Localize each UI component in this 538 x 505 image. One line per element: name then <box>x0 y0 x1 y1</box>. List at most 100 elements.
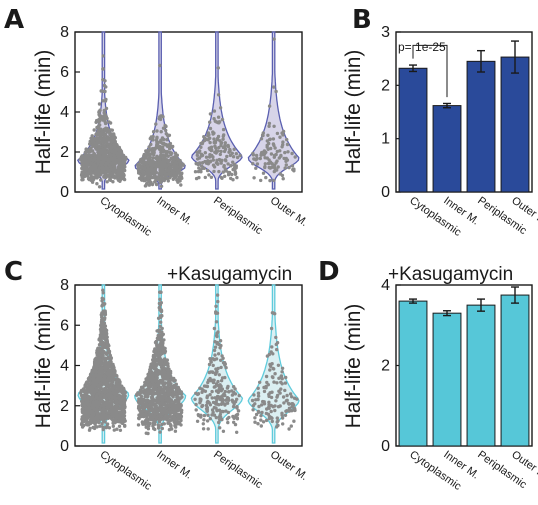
chart-a-point <box>171 144 175 149</box>
chart-c-point <box>264 386 268 390</box>
y-axis-title-b: Half-life (min) <box>342 50 365 175</box>
chart-a-point <box>106 157 111 161</box>
chart-c-point <box>85 389 89 393</box>
chart-c-point <box>215 398 219 402</box>
chart-d-bar <box>432 312 462 447</box>
chart-c-point <box>177 388 181 392</box>
chart-a-point <box>219 141 224 145</box>
chart-c-point <box>206 413 210 417</box>
chart-b-bar <box>398 67 428 193</box>
chart-a-point <box>138 176 142 180</box>
chart-c-point <box>200 403 205 408</box>
chart-a-point <box>159 184 164 188</box>
chart-c-point <box>284 409 288 413</box>
chart-a-point <box>204 137 208 142</box>
chart-c-point <box>207 401 211 405</box>
chart-a-point <box>281 140 285 144</box>
chart-a-point <box>164 172 169 176</box>
chart-a-point <box>272 85 276 89</box>
chart-a-point <box>141 161 146 165</box>
chart-c-point <box>236 409 241 413</box>
chart-a-point <box>254 153 259 158</box>
chart-c-point <box>83 383 88 388</box>
chart-c-point <box>270 375 275 379</box>
chart-c-point <box>92 370 96 374</box>
chart-c-point <box>200 387 204 391</box>
chart-c-point <box>87 403 91 407</box>
chart-a-point <box>105 180 109 184</box>
chart-a-point <box>100 129 105 133</box>
chart-c-point <box>101 425 105 429</box>
chart-c-point <box>210 396 214 400</box>
chart-a-point <box>272 155 276 159</box>
chart-a-point <box>178 162 182 167</box>
chart-c-point <box>268 368 272 372</box>
chart-a-point <box>262 149 267 153</box>
chart-a-point <box>200 141 204 146</box>
chart-a-point <box>89 170 94 175</box>
chart-a-point <box>107 120 111 124</box>
chart-c-point <box>158 356 162 361</box>
chart-c-point <box>160 326 164 331</box>
chart-c-point <box>99 350 103 354</box>
chart-a-point <box>122 177 127 182</box>
chart-a-point <box>269 146 273 151</box>
chart-c-point <box>212 385 216 389</box>
chart-c-point <box>84 412 89 416</box>
chart-c-point <box>264 411 269 416</box>
chart-a-point <box>95 182 99 186</box>
chart-a-point <box>164 124 168 129</box>
chart-c-point <box>284 375 288 380</box>
chart-c-point <box>212 326 217 331</box>
chart-a-point <box>271 142 276 146</box>
chart-a-point <box>195 153 199 157</box>
chart-c-point <box>149 400 153 404</box>
chart-c-point <box>215 342 219 346</box>
chart-a-point <box>168 176 172 180</box>
chart-c-point <box>144 389 148 393</box>
chart-c-point <box>275 381 279 385</box>
chart-a-point <box>173 160 178 164</box>
chart-c-point <box>270 419 274 424</box>
chart-a-point <box>280 173 285 178</box>
y-axis-title-d: Half-life (min) <box>342 304 365 429</box>
chart-a-point <box>92 175 96 179</box>
chart-c-point <box>282 401 286 405</box>
chart-a-point <box>213 140 218 145</box>
chart-c-point <box>177 397 182 401</box>
chart-a-point <box>160 175 164 179</box>
chart-a-point <box>113 176 117 180</box>
chart-c-point <box>220 376 225 380</box>
chart-c-point <box>274 342 278 347</box>
chart-a-point <box>106 128 110 132</box>
chart-c-point <box>148 375 153 379</box>
chart-a-point <box>110 133 114 137</box>
chart-a-point <box>154 156 158 160</box>
chart-a-point <box>145 153 150 157</box>
chart-c-point <box>160 422 164 427</box>
chart-c-point <box>102 411 106 415</box>
chart-c-point <box>121 406 125 411</box>
chart-c-point <box>271 366 275 371</box>
chart-c-point <box>105 385 109 389</box>
chart-a-point <box>96 118 100 123</box>
chart-c-point <box>281 422 285 426</box>
chart-a-point <box>158 148 163 152</box>
chart-c-point <box>211 363 215 368</box>
chart-c-point <box>261 399 265 404</box>
chart-c-point <box>231 404 236 409</box>
chart-a-point <box>168 150 172 155</box>
chart-c-point <box>177 404 181 408</box>
chart-a-point <box>113 139 117 144</box>
chart-c-point <box>269 326 274 331</box>
chart-a-point <box>220 176 224 180</box>
chart-a-point <box>194 176 199 181</box>
chart-b-ytick-label: 2 <box>381 77 390 94</box>
chart-c-point <box>164 403 168 408</box>
chart-c-point <box>80 400 85 404</box>
chart-a-point <box>233 167 237 171</box>
chart-a-point <box>209 175 214 179</box>
chart-a-category-label: Periplasmic <box>211 195 265 238</box>
chart-c-point <box>112 384 116 388</box>
